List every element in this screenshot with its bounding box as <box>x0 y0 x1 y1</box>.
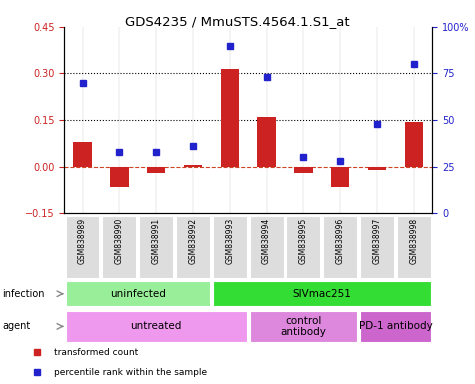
Text: GSM838992: GSM838992 <box>189 218 198 264</box>
Text: GSM838989: GSM838989 <box>78 218 87 264</box>
FancyBboxPatch shape <box>397 216 431 278</box>
Bar <box>110 167 129 187</box>
FancyBboxPatch shape <box>360 311 431 342</box>
Bar <box>184 165 202 167</box>
Text: untreated: untreated <box>131 321 182 331</box>
Bar <box>220 69 239 167</box>
Text: GSM838997: GSM838997 <box>372 218 381 265</box>
FancyBboxPatch shape <box>176 216 210 278</box>
Text: GSM838998: GSM838998 <box>409 218 418 264</box>
FancyBboxPatch shape <box>286 216 320 278</box>
Bar <box>368 167 386 170</box>
Text: transformed count: transformed count <box>54 348 138 357</box>
Bar <box>331 167 350 187</box>
Text: control
antibody: control antibody <box>280 316 326 337</box>
FancyBboxPatch shape <box>250 216 284 278</box>
Text: GSM838990: GSM838990 <box>115 218 124 265</box>
Bar <box>257 117 276 167</box>
Text: percentile rank within the sample: percentile rank within the sample <box>54 367 207 377</box>
Text: GSM838991: GSM838991 <box>152 218 161 264</box>
Bar <box>294 167 313 173</box>
Text: infection: infection <box>2 289 45 299</box>
FancyBboxPatch shape <box>323 216 357 278</box>
FancyBboxPatch shape <box>213 216 247 278</box>
Text: PD-1 antibody: PD-1 antibody <box>359 321 432 331</box>
Bar <box>405 122 423 167</box>
Text: GDS4235 / MmuSTS.4564.1.S1_at: GDS4235 / MmuSTS.4564.1.S1_at <box>125 15 350 28</box>
Text: SIVmac251: SIVmac251 <box>293 289 351 299</box>
Bar <box>147 167 165 173</box>
FancyBboxPatch shape <box>66 216 99 278</box>
Text: GSM838993: GSM838993 <box>225 218 234 265</box>
FancyBboxPatch shape <box>250 311 357 342</box>
FancyBboxPatch shape <box>66 281 210 306</box>
Text: GSM838996: GSM838996 <box>336 218 345 265</box>
Text: GSM838995: GSM838995 <box>299 218 308 265</box>
Bar <box>73 142 92 167</box>
FancyBboxPatch shape <box>66 311 247 342</box>
FancyBboxPatch shape <box>139 216 173 278</box>
Text: uninfected: uninfected <box>110 289 166 299</box>
FancyBboxPatch shape <box>360 216 394 278</box>
FancyBboxPatch shape <box>213 281 431 306</box>
Text: agent: agent <box>2 321 30 331</box>
Text: GSM838994: GSM838994 <box>262 218 271 265</box>
FancyBboxPatch shape <box>103 216 136 278</box>
